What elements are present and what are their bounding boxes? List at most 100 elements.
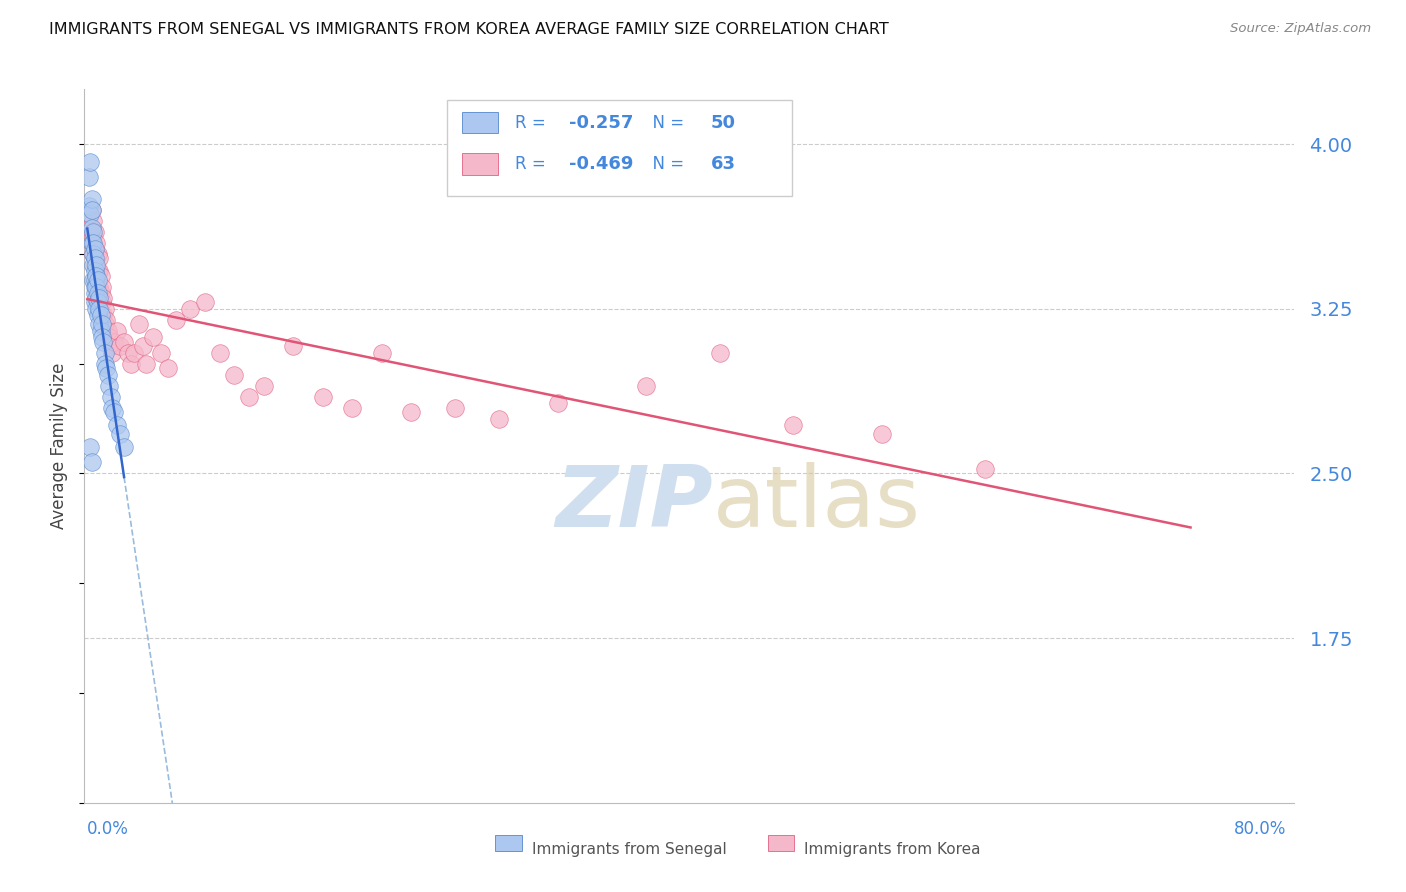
Point [84,235,107,250]
Point [91,295,114,310]
Point [84,280,107,294]
Point [238,390,260,404]
Point [311,390,333,404]
Text: R =: R = [515,114,551,132]
Text: 63: 63 [710,155,735,173]
Point [117,345,139,359]
Point [97,368,120,382]
Text: atlas: atlas [713,461,921,545]
Text: N =: N = [641,155,689,173]
Point [444,401,467,415]
Point [82,214,104,228]
Point [973,462,995,476]
Point [84,252,107,266]
Bar [495,835,522,851]
Point [83,280,105,294]
Point [79,207,101,221]
Point [108,339,131,353]
Point [86,247,108,261]
Point [340,401,363,415]
Point [83,273,105,287]
Point [83,295,105,310]
Point [91,330,114,344]
Point [870,426,893,441]
Point [84,268,107,283]
Text: Immigrants from Senegal: Immigrants from Senegal [531,842,727,857]
Point [86,264,108,278]
Point [283,339,305,353]
Point [224,368,246,382]
Text: 50: 50 [710,114,735,132]
Point [101,401,124,415]
Text: IMMIGRANTS FROM SENEGAL VS IMMIGRANTS FROM KOREA AVERAGE FAMILY SIZE CORRELATION: IMMIGRANTS FROM SENEGAL VS IMMIGRANTS FR… [49,22,889,37]
Point [100,339,122,353]
Point [142,330,165,344]
Point [105,418,128,433]
Point [79,154,101,169]
Point [87,301,110,316]
Point [103,334,125,349]
Point [90,268,112,283]
Point [488,411,510,425]
Point [97,324,120,338]
Point [80,202,103,217]
Point [94,301,117,316]
Point [82,235,104,250]
Point [98,330,121,344]
Point [80,202,103,217]
Point [83,252,105,266]
Point [112,440,135,454]
Point [82,225,104,239]
Text: N =: N = [641,114,689,132]
Point [149,345,172,359]
Point [80,235,103,250]
Point [93,291,115,305]
Point [87,264,110,278]
Point [86,273,108,287]
Point [84,291,107,305]
Point [96,312,118,326]
Point [128,317,150,331]
FancyBboxPatch shape [447,100,792,196]
Point [80,235,103,250]
Point [782,418,804,433]
Point [87,280,110,294]
Bar [461,153,498,175]
Point [165,312,187,326]
Point [91,280,114,294]
Text: 0.0%: 0.0% [87,821,129,838]
Point [709,345,731,359]
Point [101,345,124,359]
Point [98,378,121,392]
Point [90,286,112,301]
Text: -0.257: -0.257 [569,114,634,132]
Point [100,390,122,404]
Point [124,345,146,359]
Point [94,317,117,331]
Point [86,295,108,310]
Point [132,339,155,353]
Text: ZIP: ZIP [555,461,713,545]
Point [96,361,118,376]
Point [82,258,104,272]
Point [547,396,569,410]
Point [93,334,115,349]
Point [93,309,115,323]
Point [82,273,104,287]
Point [179,301,201,316]
Point [86,309,108,323]
Point [83,243,105,257]
Point [370,345,392,359]
Point [80,192,103,206]
Point [83,225,105,239]
Point [77,198,100,212]
Point [82,247,104,261]
Point [87,252,110,266]
Point [84,258,107,272]
Point [112,334,135,349]
Text: -0.469: -0.469 [569,155,634,173]
Point [83,264,105,278]
Point [83,243,105,257]
Point [90,309,112,323]
Point [105,324,128,338]
